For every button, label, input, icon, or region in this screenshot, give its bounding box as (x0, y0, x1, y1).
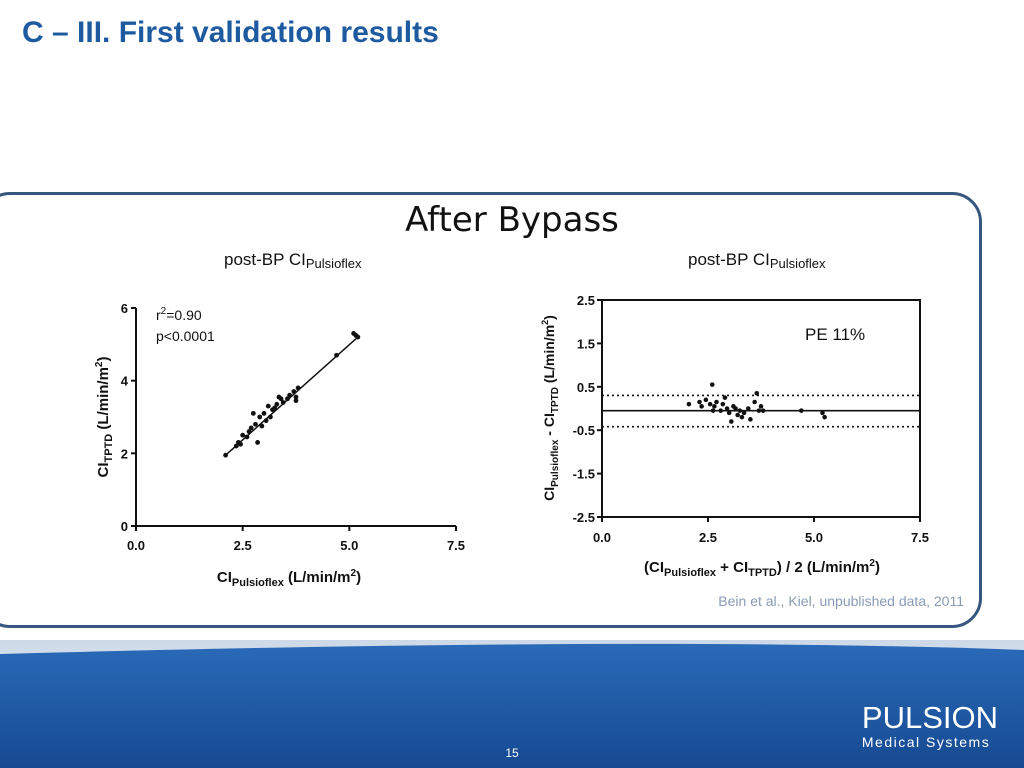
y-tick-label: 2.5 (577, 293, 595, 308)
data-point (737, 408, 743, 413)
y-axis-label: CITPTD (L/min/m2) (94, 357, 115, 478)
y-axis-label: CIPulsioflex - CITPTD (L/min/m2) (540, 315, 561, 501)
data-point (285, 396, 290, 402)
y-tick-label: -2.5 (573, 510, 595, 525)
x-tick-label: 5.0 (340, 538, 358, 553)
data-point (745, 406, 751, 411)
data-point (718, 408, 724, 413)
data-point (822, 414, 827, 420)
data-point (255, 440, 260, 445)
data-point (278, 396, 284, 402)
y-tick-label: -1.5 (573, 467, 595, 482)
data-point (754, 391, 760, 396)
correlation-chart: 0 2 4 6 0.0 2.5 5.0 7.5 r2=0.90 p<0.0001 CIPuls… (94, 301, 465, 589)
x-tick-label: 0.0 (127, 538, 145, 553)
data-point (263, 418, 269, 424)
data-point (291, 389, 297, 394)
data-point (253, 421, 258, 427)
data-point (257, 414, 263, 420)
data-point (703, 397, 709, 403)
data-point (707, 401, 713, 407)
data-point (293, 398, 299, 404)
data-point (280, 400, 286, 405)
pulsion-logo: PULSION Medical Systems (861, 700, 998, 751)
data-point (697, 399, 702, 405)
plot-frame (601, 299, 921, 518)
data-point (726, 410, 732, 416)
chart2-title: post-BP CIPulsioflex (688, 250, 826, 271)
data-point (261, 410, 267, 416)
data-point (355, 334, 361, 340)
data-point (710, 408, 716, 413)
slide-title: C – III. First validation results (22, 16, 439, 49)
data-point (686, 401, 692, 407)
data-point (274, 401, 280, 407)
data-point (699, 404, 704, 409)
y-tick-label: -0.5 (573, 423, 595, 438)
panel-title: After Bypass (405, 200, 619, 240)
data-point (798, 408, 804, 413)
data-point (293, 394, 299, 400)
data-point (244, 434, 250, 440)
data-point (268, 414, 273, 420)
data-point (714, 399, 719, 405)
y-tick-label: 6 (121, 301, 128, 316)
data-point (250, 410, 256, 416)
data-point (712, 404, 717, 409)
x-axis-label: CIPulsioflex (L/min/m2) (217, 568, 361, 589)
data-point (246, 429, 252, 434)
data-point (720, 401, 726, 407)
p-value-annotation: p<0.0001 (156, 328, 215, 344)
page-number: 15 (505, 746, 519, 760)
chart1-title: post-BP CIPulsioflex (224, 250, 362, 271)
data-point (287, 392, 292, 398)
x-axis-label: (CIPulsioflex + CITPTD) / 2 (L/min/m2) (644, 558, 880, 579)
r-squared-annotation: r2=0.90 (156, 306, 202, 323)
footer-band (0, 640, 1024, 768)
data-point (709, 382, 715, 387)
data-point (295, 385, 301, 391)
data-point (238, 441, 243, 447)
data-point (724, 406, 730, 411)
y-tick-label: 4 (121, 374, 129, 389)
data-point (240, 432, 246, 438)
data-point (233, 443, 239, 449)
data-point (756, 408, 762, 413)
x-tick-label: 5.0 (805, 530, 823, 545)
data-point (729, 419, 734, 424)
data-point (760, 408, 766, 413)
data-point (758, 404, 764, 409)
y-tick-label: 0.5 (577, 380, 595, 395)
data-point (248, 425, 254, 431)
data-point (334, 352, 339, 358)
data-point (722, 395, 728, 400)
x-tick-label: 0.0 (593, 530, 611, 545)
y-tick-label: 2 (121, 446, 128, 461)
data-point (752, 399, 757, 405)
data-point (272, 405, 278, 411)
y-tick-label: 1.5 (577, 336, 595, 351)
y-tick-label: 0 (121, 519, 128, 534)
data-point (735, 412, 740, 418)
data-point (739, 414, 745, 420)
x-tick-label: 7.5 (911, 530, 929, 545)
data-point (820, 410, 825, 416)
data-point (265, 403, 271, 409)
data-point (259, 423, 265, 429)
data-point (223, 452, 229, 458)
data-point (733, 406, 738, 411)
data-point (748, 417, 753, 422)
x-tick-label: 2.5 (234, 538, 252, 553)
source-citation: Bein et al., Kiel, unpublished data, 201… (718, 593, 964, 609)
bland-altman-chart: 2.5 1.5 0.5 -0.5 -1.5 -2.5 0.0 2.5 5.0 7.5 PE 11%… (540, 293, 929, 579)
pe-annotation: PE 11% (805, 325, 865, 344)
x-tick-label: 2.5 (699, 530, 717, 545)
x-tick-label: 7.5 (447, 538, 465, 553)
data-point (741, 410, 747, 416)
